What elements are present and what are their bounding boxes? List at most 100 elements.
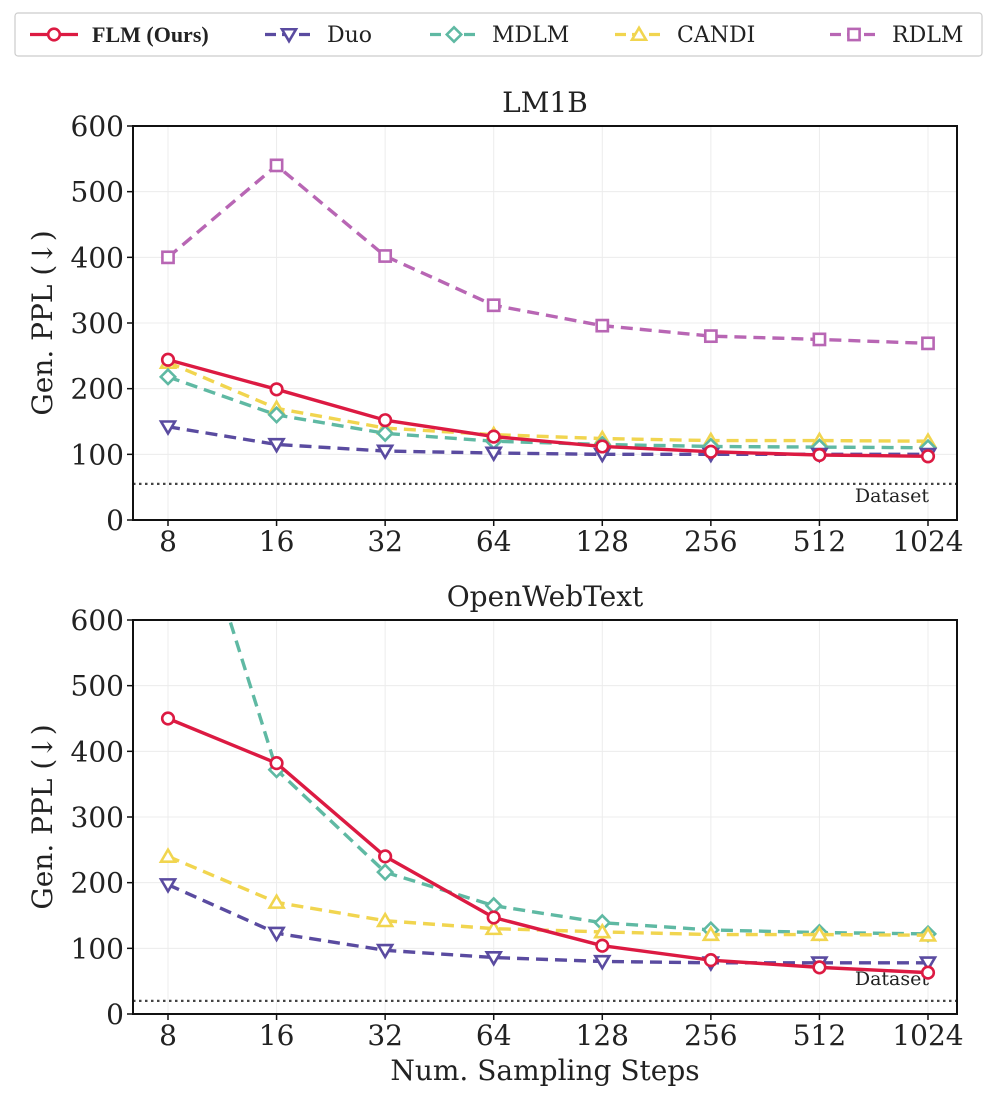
x-tick-label: 64 (476, 525, 512, 558)
point-candi (810, 925, 829, 942)
point-mdlm (267, 405, 286, 424)
x-tick-label: 512 (793, 1019, 846, 1052)
x-tick-label: 8 (159, 1019, 177, 1052)
x-tick-label: 128 (576, 1019, 629, 1052)
point-duo (267, 437, 286, 454)
point-rdlm (269, 158, 284, 173)
point-candi (484, 919, 503, 936)
series-line-mdlm (227, 620, 929, 936)
x-tick-label: 512 (793, 525, 846, 558)
x-tick-label: 1024 (892, 1019, 963, 1052)
point-mdlm (376, 863, 395, 882)
x-tick-label: 32 (367, 1019, 403, 1052)
series-line-duo (167, 883, 928, 965)
point-duo (484, 950, 503, 967)
point-duo (375, 444, 395, 461)
y-tick-label: 100 (71, 438, 124, 471)
y-tick-label: 200 (71, 867, 124, 900)
point-duo (484, 446, 503, 463)
x-tick-label: 64 (476, 1019, 512, 1052)
point-rdlm (595, 318, 610, 333)
x-tick-label: 1024 (892, 525, 963, 558)
legend-label-flm: FLM (Ours) (92, 22, 209, 47)
point-flm (812, 960, 827, 975)
y-tick-label: 500 (71, 176, 124, 209)
x-tick-label: 32 (367, 525, 403, 558)
series-line-candi (167, 360, 929, 443)
point-rdlm (378, 249, 393, 263)
legend: FLM (Ours) Duo MDLM CANDI RDLM (14, 12, 983, 57)
point-flm (486, 910, 501, 925)
legend-marker-duo (279, 27, 299, 44)
point-rdlm (812, 332, 827, 347)
y-tick-label: 600 (71, 604, 124, 637)
y-tick-label: 200 (71, 373, 124, 406)
point-flm (160, 711, 176, 726)
x-tick-label: 128 (576, 525, 629, 558)
y-tick-label: 300 (71, 307, 124, 340)
x-tick-label: 16 (259, 1019, 295, 1052)
series-line-flm (167, 358, 929, 459)
point-duo (593, 954, 612, 971)
point-flm (920, 449, 936, 464)
point-rdlm (161, 250, 175, 265)
point-duo (267, 926, 286, 943)
point-flm (269, 382, 284, 397)
point-candi (918, 925, 938, 942)
chart-title: LM1B (502, 86, 588, 119)
y-tick-label: 100 (71, 932, 124, 965)
y-tick-label: 0 (106, 998, 124, 1031)
y-tick-label: 400 (71, 735, 124, 768)
point-candi (593, 922, 612, 939)
y-tick-label: 400 (71, 241, 124, 274)
chart-title: OpenWebText (447, 580, 644, 613)
dataset-label: Dataset (855, 485, 930, 507)
point-rdlm (486, 298, 501, 313)
series-line-flm (167, 716, 929, 975)
point-flm (595, 439, 610, 454)
point-flm (703, 444, 718, 459)
point-candi (158, 847, 178, 863)
point-duo (375, 943, 395, 960)
point-mdlm (158, 367, 178, 386)
legend-marker-candi (629, 25, 649, 42)
x-axis-label: Num. Sampling Steps (390, 1054, 699, 1087)
point-flm (486, 429, 501, 444)
legend-marker-rdlm (847, 27, 861, 42)
legend-label-mdlm: MDLM (492, 23, 569, 48)
legend-label-rdlm: RDLM (892, 23, 963, 48)
point-flm (703, 953, 718, 968)
series-line-candi (167, 854, 929, 937)
series-group (158, 620, 938, 980)
y-axis-label: Gen. PPL (↓) (26, 724, 59, 909)
point-rdlm (921, 336, 935, 351)
legend-marker-mdlm (444, 25, 464, 44)
series-group (158, 158, 938, 464)
point-flm (920, 965, 936, 980)
series-line-rdlm (166, 163, 929, 346)
point-candi (701, 925, 721, 942)
point-duo (158, 878, 178, 894)
y-tick-label: 600 (71, 110, 124, 143)
y-tick-label: 0 (106, 504, 124, 537)
point-flm (378, 413, 393, 428)
point-candi (267, 893, 286, 909)
point-duo (158, 420, 178, 436)
legend-label-duo: Duo (327, 23, 372, 48)
point-flm (812, 447, 827, 463)
point-flm (378, 849, 393, 864)
x-tick-label: 256 (684, 1019, 737, 1052)
x-tick-label: 256 (684, 525, 737, 558)
point-flm (269, 756, 284, 771)
legend-label-candi: CANDI (677, 23, 755, 48)
x-tick-label: 8 (159, 525, 177, 558)
chart-lm1b: Dataset 0 100 200 300 400 500 600 8 16 32 64 128 256 5… (26, 86, 964, 558)
point-duo (918, 956, 938, 972)
point-candi (375, 911, 395, 928)
x-tick-label: 16 (259, 525, 295, 558)
y-tick-label: 500 (71, 670, 124, 703)
point-mdlm (376, 424, 395, 443)
point-rdlm (703, 329, 718, 344)
